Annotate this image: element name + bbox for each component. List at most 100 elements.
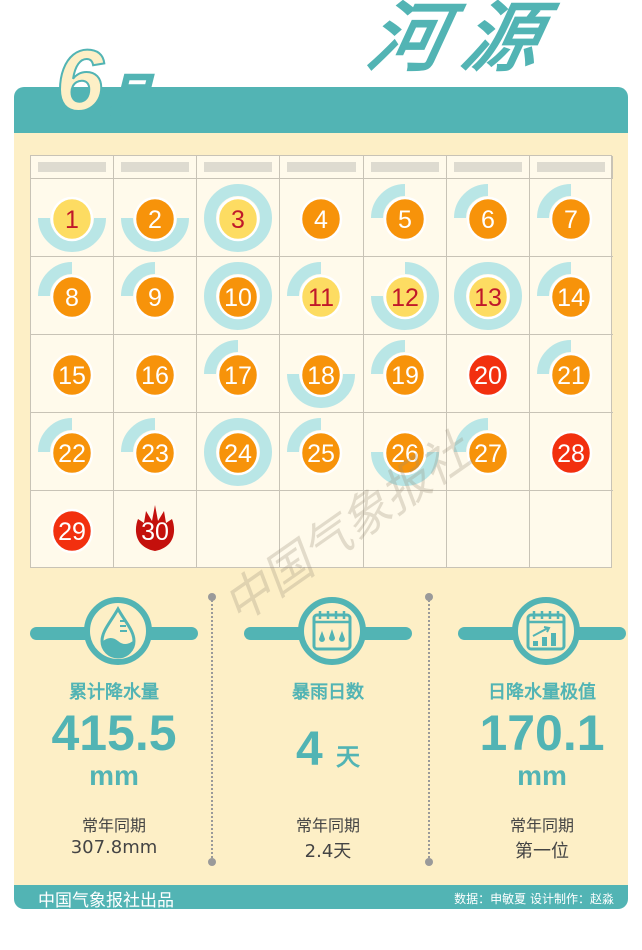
weekday-label [204,162,273,172]
rain-period-ring [287,373,356,408]
day-number: 24 [224,440,252,468]
day-marker: 18 [287,352,356,408]
day-number: 6 [481,206,495,234]
day-circle [300,196,343,242]
weekday-header [364,156,447,179]
calendar-cell: 21 [529,334,613,412]
weekday-header [530,156,613,179]
day-circle [549,196,593,242]
day-number: 29 [58,518,86,546]
day-circle [466,430,509,476]
rain-period-ring [370,451,439,486]
day-number: 11 [308,284,334,312]
header-band [14,87,628,133]
rain-period-ring [370,340,405,375]
day-circle [383,196,426,242]
day-number: 2 [148,206,162,234]
city-title: 河源 [360,0,568,82]
calendar-cell: 13 [446,256,530,334]
day-marker: 5 [370,184,426,242]
day-marker: 14 [536,262,593,320]
calendar-cell: 29 [31,490,115,568]
day-circle [383,352,426,398]
day-circle [217,352,260,398]
rain-period-ring [453,262,522,330]
day-circle [466,352,509,398]
day-marker: 22 [38,418,94,476]
stat-value: 170.1 [442,708,642,758]
rain-period-ring [204,418,273,486]
calendar-cell: 1 [31,178,115,256]
day-marker: 13 [453,262,522,330]
stat-number: 4 [295,723,323,776]
month-title: 6月 [55,37,153,125]
calendar-cell: 3 [197,178,281,256]
rain-period-ring [287,418,322,453]
compare-label: 常年同期 [509,816,574,835]
rain-period-ring [38,262,73,297]
rain-period-ring [204,340,239,375]
calendar-cell: 20 [446,334,530,412]
day-number: 13 [474,284,502,312]
calendar-cell: 9 [114,256,198,334]
month-number: 6 [55,33,105,129]
weekday-header [280,156,364,179]
calendar-cell: 11 [280,256,364,334]
day-number: 3 [231,206,245,234]
weekday-header [447,156,530,179]
day-marker: 11 [287,262,343,320]
water-drop-gauge-icon [84,597,152,665]
calendar-cell [529,490,613,568]
rain-period-ring [38,418,73,453]
day-number: 8 [65,284,79,312]
stat-unit: 天 [336,744,361,771]
rain-period-ring [38,217,106,252]
calendar-cell: 15 [31,334,115,412]
day-marker: 23 [121,418,177,476]
day-circle [466,274,509,320]
day-marker: 27 [453,418,509,476]
calendar-cell: 8 [31,256,115,334]
rain-period-ring [453,184,489,219]
calendar-cell: 6 [446,178,530,256]
calendar-cell [363,490,447,568]
day-circle [549,274,593,320]
day-marker: 29 [50,508,94,554]
day-marker: 8 [38,262,94,320]
day-number: 26 [391,440,419,468]
day-circle [217,430,260,476]
weekday-label [536,162,605,172]
stat-number: 415.5 [51,705,177,761]
compare-value: 307.8mm [70,837,158,858]
day-marker: 12 [370,262,439,330]
day-circle [300,430,343,476]
rain-period-ring [121,418,156,453]
day-circle [549,352,593,398]
day-marker: 7 [536,184,593,242]
weekday-label [453,162,522,172]
day-marker: 26 [370,430,439,486]
weekday-header [31,156,115,179]
divider [425,593,433,866]
calendar-cell: 5 [363,178,447,256]
day-number: 19 [391,362,419,390]
day-number: 28 [557,440,585,468]
day-marker: 25 [287,418,343,476]
divider [208,593,216,866]
rain-period-ring [536,262,572,297]
day-marker: 6 [453,184,509,242]
calendar-cell: 19 [363,334,447,412]
calendar-cell: 24 [197,412,281,490]
day-marker: 24 [204,418,273,486]
day-circle [383,274,426,320]
compare-label: 常年同期 [295,816,360,835]
compare-value: 2.4天 [304,841,352,862]
day-number: 21 [557,362,585,390]
rain-period-ring [536,340,572,375]
calendar-chart-icon [512,597,580,665]
day-circle [133,352,177,398]
weekday-label [38,162,107,172]
calendar-cell: 4 [280,178,364,256]
calendar-cell: 12 [363,256,447,334]
compare-label: 常年同期 [81,816,146,835]
